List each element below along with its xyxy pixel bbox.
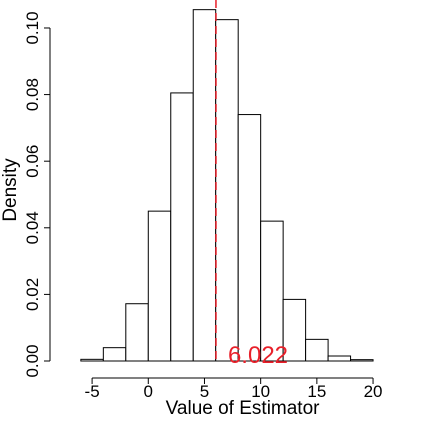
axes-layer (49, 27, 374, 379)
y-tick-label: 0.06 (23, 145, 42, 178)
histogram-bar (125, 303, 149, 362)
histogram-bar (350, 359, 374, 362)
histogram-bar (327, 355, 352, 362)
histogram-bar (282, 298, 307, 362)
histogram-bar (170, 92, 194, 362)
y-tick-label: 0.00 (23, 344, 42, 377)
y-ticks: 0.00 0.02 0.04 0.06 0.08 0.10 (23, 11, 50, 378)
histogram-bar (192, 9, 217, 362)
x-tick-label: 15 (307, 382, 326, 401)
x-tick-label: -5 (85, 382, 100, 401)
x-tick-label: 0 (144, 382, 153, 401)
x-tick-label: 5 (200, 382, 209, 401)
histogram-bar (237, 114, 262, 362)
x-tick-label: 10 (251, 382, 270, 401)
y-tick-label: 0.10 (23, 11, 42, 44)
y-tick-label: 0.02 (23, 278, 42, 311)
y-axis-title: Density (0, 158, 21, 222)
y-tick-label: 0.08 (23, 78, 42, 111)
x-ticks: -5 0 5 10 15 20 (85, 378, 383, 401)
histogram-bar (215, 19, 239, 362)
histogram-bar (102, 347, 127, 362)
histogram-bar (80, 358, 104, 362)
histogram-bar (260, 220, 284, 362)
histogram-bar (147, 210, 172, 362)
reference-line-label: 6.022 (228, 342, 288, 369)
x-axis-title: Value of Estimator (166, 398, 321, 419)
bars-layer (80, 9, 374, 362)
x-tick-label: 20 (364, 382, 383, 401)
histogram-bar (305, 338, 329, 362)
y-tick-label: 0.04 (23, 211, 42, 244)
